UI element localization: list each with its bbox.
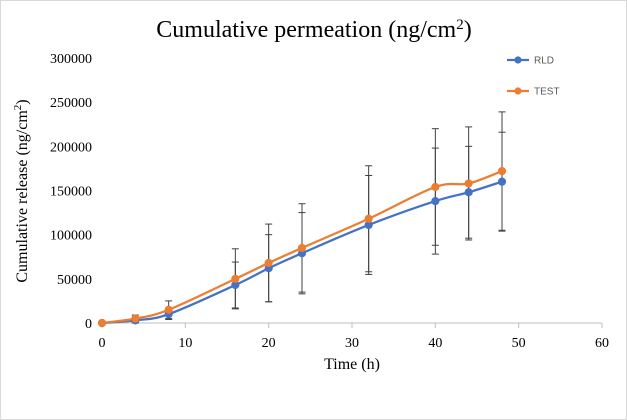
x-axis-title: Time (h) [324, 356, 380, 373]
data-point-rld [431, 197, 440, 206]
legend-entry-test: TEST [507, 87, 560, 98]
data-point-test [464, 179, 473, 188]
data-point-test [264, 258, 273, 268]
y-tick-label: 100000 [50, 229, 92, 244]
series-line-test [100, 169, 504, 325]
data-point-test [131, 314, 140, 323]
series-points [97, 166, 507, 328]
x-tick-label: 30 [345, 336, 359, 351]
axis-layer [101, 322, 603, 328]
y-tick-label: 200000 [50, 140, 92, 155]
data-point-test [164, 305, 173, 314]
x-tick-label: 10 [178, 336, 192, 351]
data-point-test [297, 243, 307, 253]
legend-entry-rld: RLD [507, 56, 554, 67]
x-tick-label: 40 [428, 336, 442, 351]
y-tick-label: 150000 [50, 185, 92, 200]
chart-title: Cumulative permeation (ng/cm2) [156, 17, 471, 43]
tick-labels: 0 10 20 30 40 50 60 0 50000 100000 150000 200000 250… [50, 52, 609, 351]
legend: RLD TEST [507, 56, 560, 98]
y-tick-label: 250000 [50, 96, 92, 111]
data-point-test [497, 166, 507, 176]
y-tick-label: 0 [85, 317, 92, 332]
series-line-rld [100, 180, 504, 325]
x-tick-label: 0 [99, 336, 106, 351]
series-lines [100, 169, 504, 325]
data-point-rld [464, 188, 473, 197]
x-tick-label: 60 [595, 336, 609, 351]
x-tick-label: 50 [512, 336, 526, 351]
data-point-test [231, 274, 240, 283]
data-point-rld [497, 177, 507, 186]
y-axis-title-superscript: 2 [12, 105, 24, 111]
error-bars [131, 111, 506, 324]
data-point-test [97, 318, 107, 328]
y-tick-label: 300000 [50, 52, 92, 67]
y-tick-label: 50000 [57, 273, 92, 288]
y-axis-title: Cumulative release (ng/cm2) [12, 99, 31, 282]
data-point-test [431, 182, 440, 192]
legend-swatch-marker [514, 87, 522, 95]
x-tick-label: 20 [262, 336, 276, 351]
chart-title-superscript: 2 [456, 17, 464, 33]
data-point-test [364, 214, 373, 223]
legend-swatch-marker [514, 56, 522, 64]
legend-label: RLD [534, 56, 554, 67]
legend-label: TEST [534, 87, 560, 98]
